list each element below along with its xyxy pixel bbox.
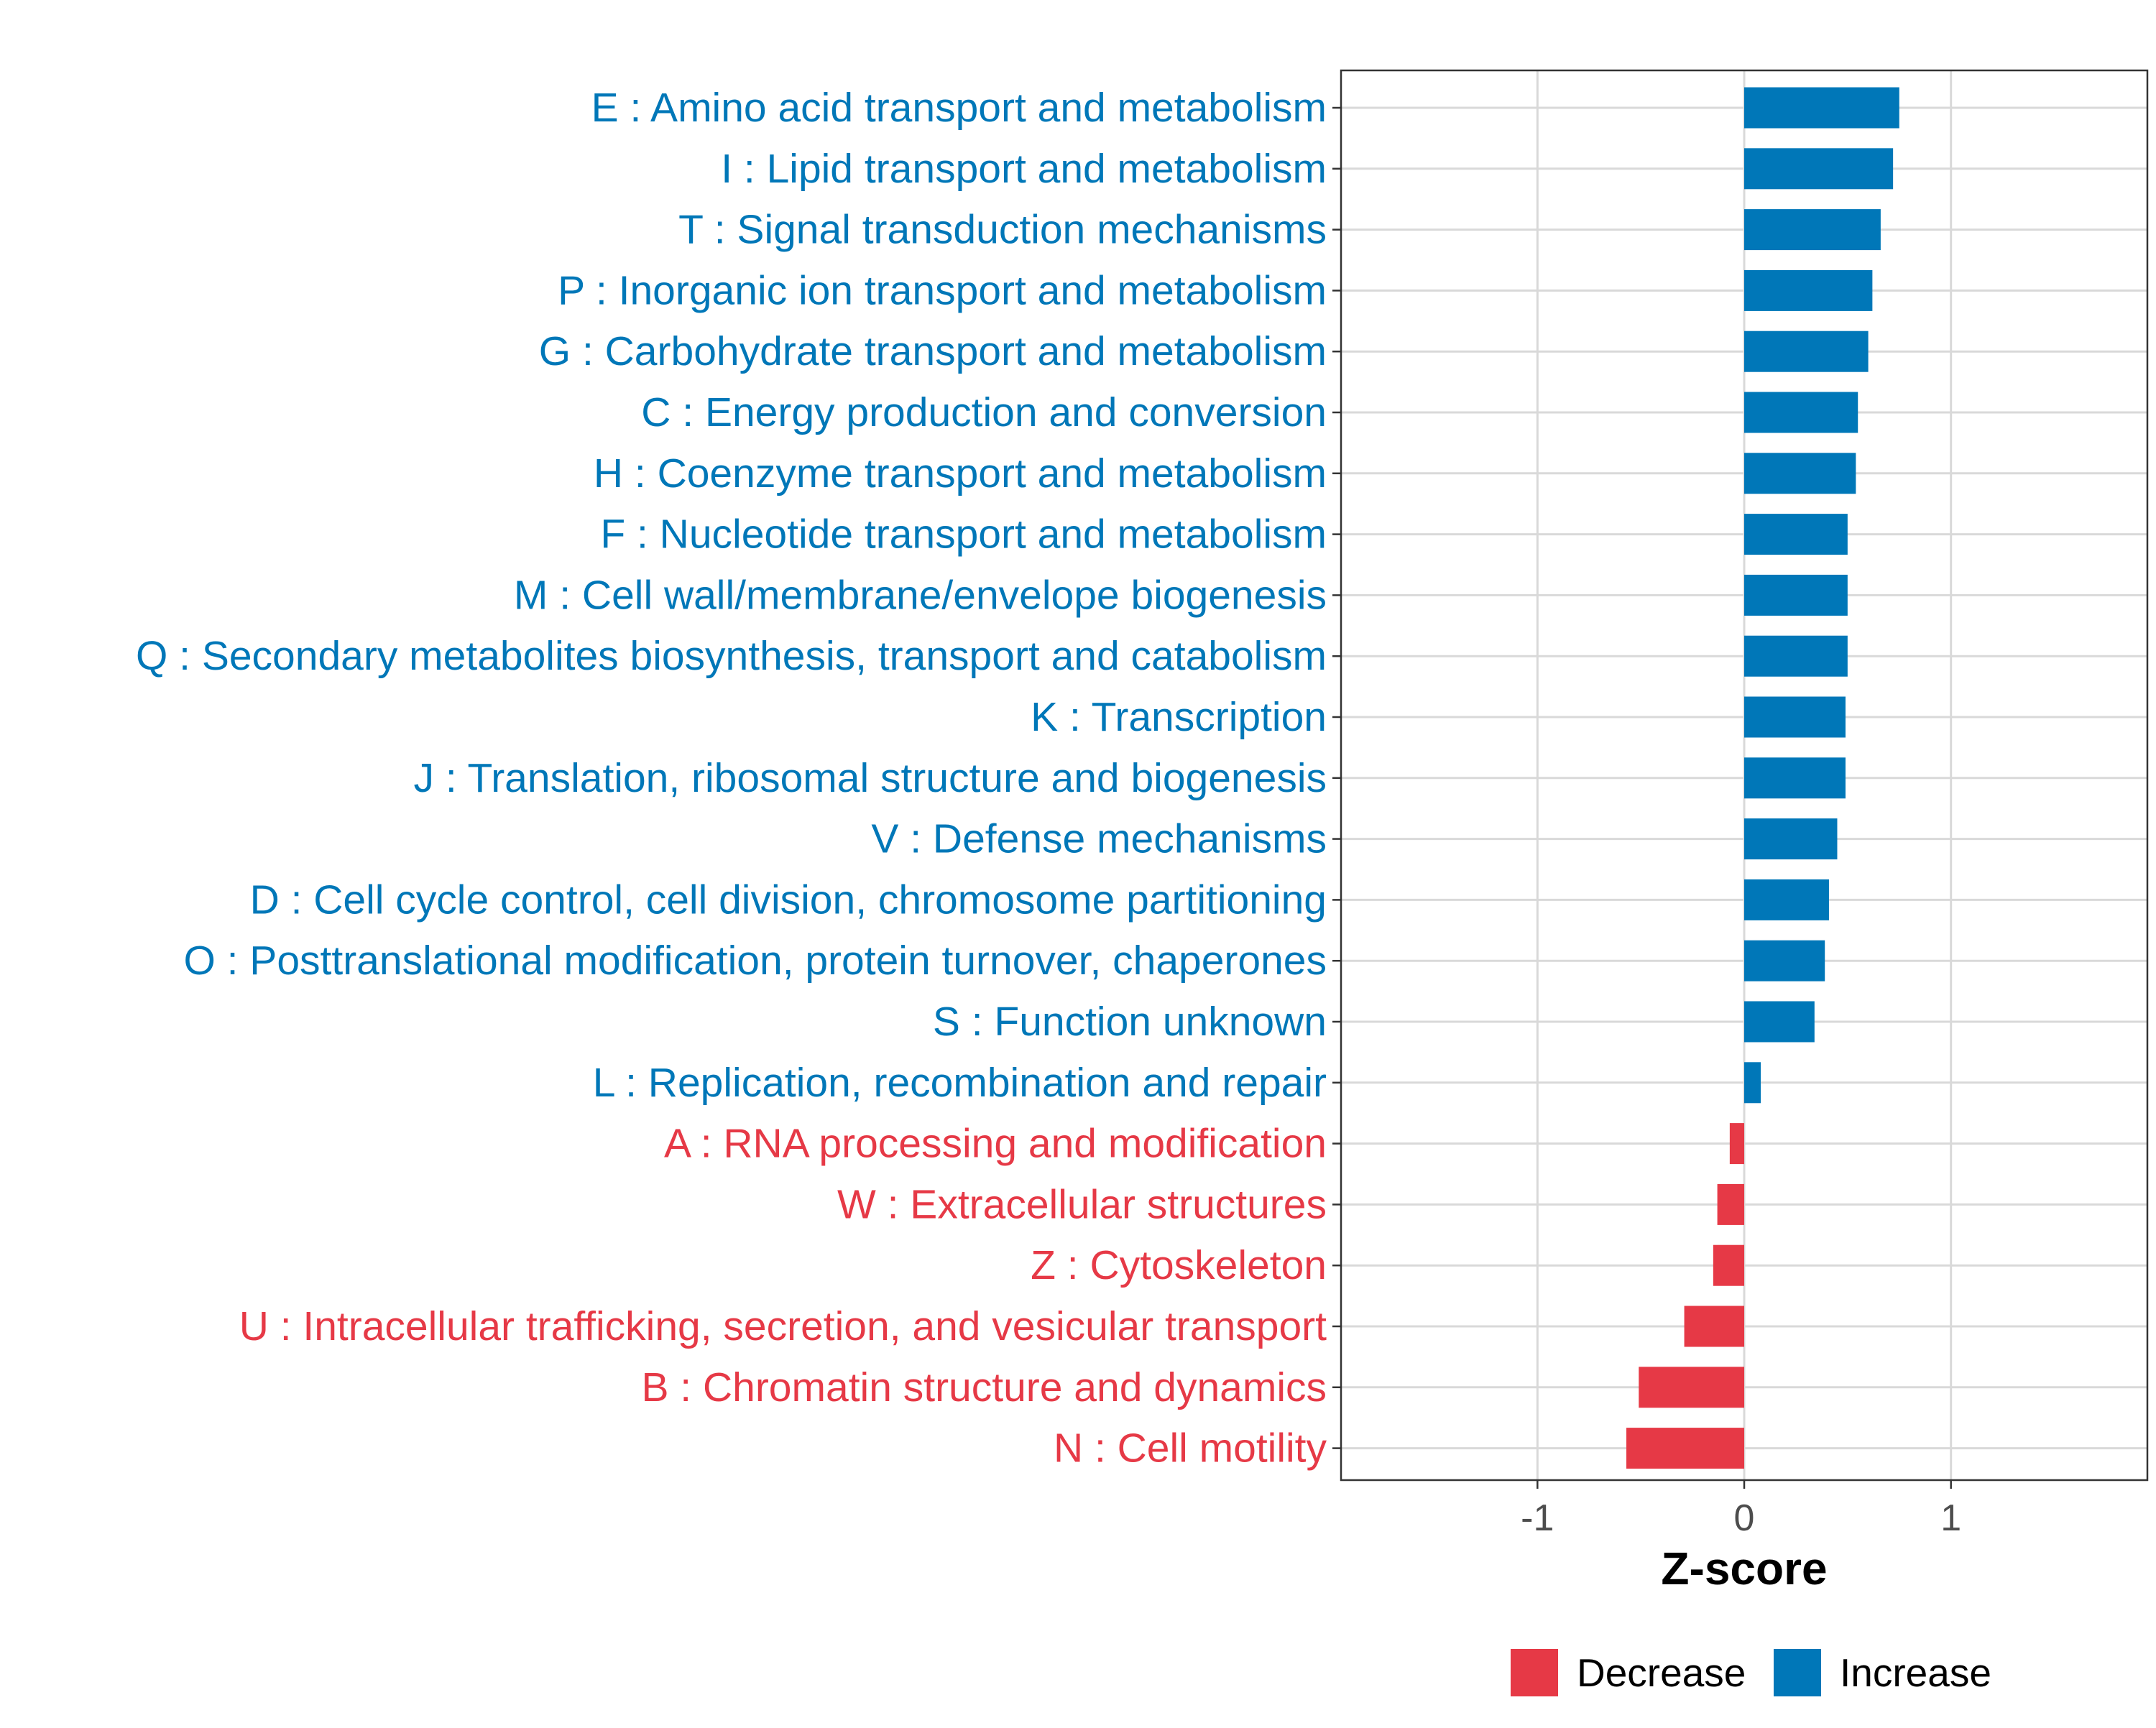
bar-a xyxy=(1729,1123,1744,1165)
category-label: Q : Secondary metabolites biosynthesis, … xyxy=(136,633,1327,679)
bar-v xyxy=(1744,818,1838,860)
legend: Decrease Increase xyxy=(1511,1649,1991,1696)
bar-u xyxy=(1684,1306,1744,1347)
bar-w xyxy=(1717,1183,1744,1225)
bar-p xyxy=(1744,269,1873,311)
bar-m xyxy=(1744,574,1848,616)
category-label: P : Inorganic ion transport and metaboli… xyxy=(558,267,1327,313)
bar-j xyxy=(1744,757,1846,799)
bar-layer xyxy=(1626,87,1899,1469)
category-label: T : Signal transduction mechanisms xyxy=(678,207,1327,253)
category-label: L : Replication, recombination and repai… xyxy=(593,1060,1327,1106)
bar-s xyxy=(1744,1001,1815,1043)
x-tick-label: -1 xyxy=(1521,1497,1554,1539)
category-label: C : Energy production and conversion xyxy=(641,389,1327,435)
bar-q xyxy=(1744,635,1848,677)
category-label: H : Coenzyme transport and metabolism xyxy=(594,451,1327,496)
category-label: B : Chromatin structure and dynamics xyxy=(641,1364,1327,1410)
x-tick-label: 0 xyxy=(1734,1497,1755,1539)
x-tick-label: 1 xyxy=(1940,1497,1961,1539)
bar-b xyxy=(1639,1367,1744,1408)
category-label: Z : Cytoskeleton xyxy=(1031,1242,1327,1288)
category-label: W : Extracellular structures xyxy=(837,1181,1327,1227)
bar-k xyxy=(1744,696,1846,738)
category-label: D : Cell cycle control, cell division, c… xyxy=(250,877,1327,923)
x-axis-title: Z-score xyxy=(1661,1543,1827,1594)
category-label: M : Cell wall/membrane/envelope biogenes… xyxy=(514,572,1327,618)
bar-n xyxy=(1626,1428,1744,1469)
category-label: F : Nucleotide transport and metabolism xyxy=(600,512,1327,558)
legend-label-increase: Increase xyxy=(1840,1650,1991,1695)
category-label: E : Amino acid transport and metabolism xyxy=(591,85,1327,131)
bar-h xyxy=(1744,453,1856,494)
bar-l xyxy=(1744,1062,1761,1104)
category-label: O : Posttranslational modification, prot… xyxy=(183,938,1327,984)
legend-swatch-decrease xyxy=(1511,1649,1558,1696)
bar-e xyxy=(1744,87,1899,129)
category-label: K : Transcription xyxy=(1031,694,1327,740)
y-axis: E : Amino acid transport and metabolism I… xyxy=(136,85,1341,1471)
bar-d xyxy=(1744,879,1829,920)
category-label: G : Carbohydrate transport and metabolis… xyxy=(539,328,1327,374)
category-label: U : Intracellular trafficking, secretion… xyxy=(239,1303,1327,1349)
bar-f xyxy=(1744,514,1848,555)
category-label: I : Lipid transport and metabolism xyxy=(721,146,1327,192)
bar-g xyxy=(1744,331,1869,372)
bar-o xyxy=(1744,940,1825,981)
bar-i xyxy=(1744,148,1894,190)
bar-c xyxy=(1744,392,1858,433)
category-label: S : Function unknown xyxy=(933,999,1327,1045)
bar-t xyxy=(1744,209,1881,251)
category-label: N : Cell motility xyxy=(1054,1426,1327,1471)
category-label: J : Translation, ribosomal structure and… xyxy=(414,755,1327,801)
legend-swatch-increase xyxy=(1774,1649,1821,1696)
legend-label-decrease: Decrease xyxy=(1577,1650,1746,1695)
bar-z xyxy=(1713,1244,1744,1286)
category-label: V : Defense mechanisms xyxy=(871,816,1327,862)
category-label: A : RNA processing and modification xyxy=(664,1121,1327,1167)
x-axis: -1 0 1 xyxy=(1521,1480,1961,1539)
